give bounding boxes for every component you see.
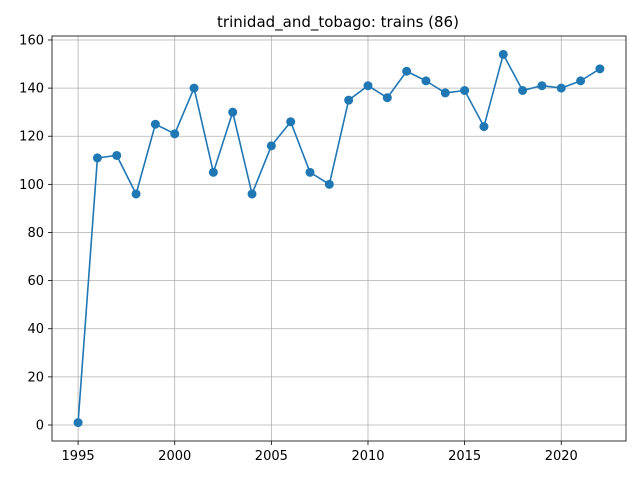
y-tick-label: 120 [19, 130, 44, 145]
y-tick-label: 0 [36, 418, 44, 433]
x-tick-label: 2005 [255, 449, 288, 464]
grid-lines [52, 36, 626, 441]
y-tick-label: 80 [27, 226, 44, 241]
tick-marks [48, 39, 562, 445]
data-point [131, 189, 141, 199]
data-point [576, 76, 586, 86]
data-point [479, 122, 489, 132]
data-point [208, 167, 218, 177]
data-point [228, 107, 238, 117]
data-point [189, 83, 199, 93]
x-tick-label: 2020 [545, 449, 578, 464]
x-tick-label: 1995 [62, 449, 95, 464]
data-point [595, 64, 605, 74]
data-point [305, 167, 315, 177]
series-line [77, 53, 601, 423]
data-point [324, 179, 334, 189]
plot-frame [51, 35, 627, 442]
chart-title: trinidad_and_tobago: trains (86) [217, 13, 459, 32]
series-group [73, 49, 605, 428]
data-point [286, 117, 296, 127]
data-point [112, 150, 122, 160]
data-point [440, 88, 450, 98]
data-point [266, 141, 276, 151]
data-point [73, 418, 83, 428]
data-point [537, 81, 547, 91]
data-point [460, 86, 470, 96]
data-point [402, 66, 412, 76]
data-point [150, 119, 160, 129]
x-tick-label: 2015 [448, 449, 481, 464]
y-tick-label: 100 [19, 178, 44, 193]
x-tick-label: 2010 [351, 449, 384, 464]
data-point [556, 83, 566, 93]
data-point [92, 153, 102, 163]
axes [51, 35, 627, 442]
tick-labels: 1995 2000 2005 2010 2015 2020 0 20 40 60 80 100 120 1… [19, 33, 578, 464]
data-point [170, 129, 180, 139]
y-tick-label: 60 [27, 274, 44, 289]
data-point [518, 86, 528, 96]
x-tick-label: 2000 [158, 449, 191, 464]
data-point [247, 189, 257, 199]
y-tick-label: 20 [27, 370, 44, 385]
data-point [421, 76, 431, 86]
y-tick-label: 140 [19, 82, 44, 97]
y-tick-label: 40 [27, 322, 44, 337]
data-point [498, 49, 508, 59]
data-point [363, 81, 373, 91]
data-point [344, 95, 354, 105]
data-point [382, 93, 392, 103]
y-tick-label: 160 [19, 33, 44, 48]
